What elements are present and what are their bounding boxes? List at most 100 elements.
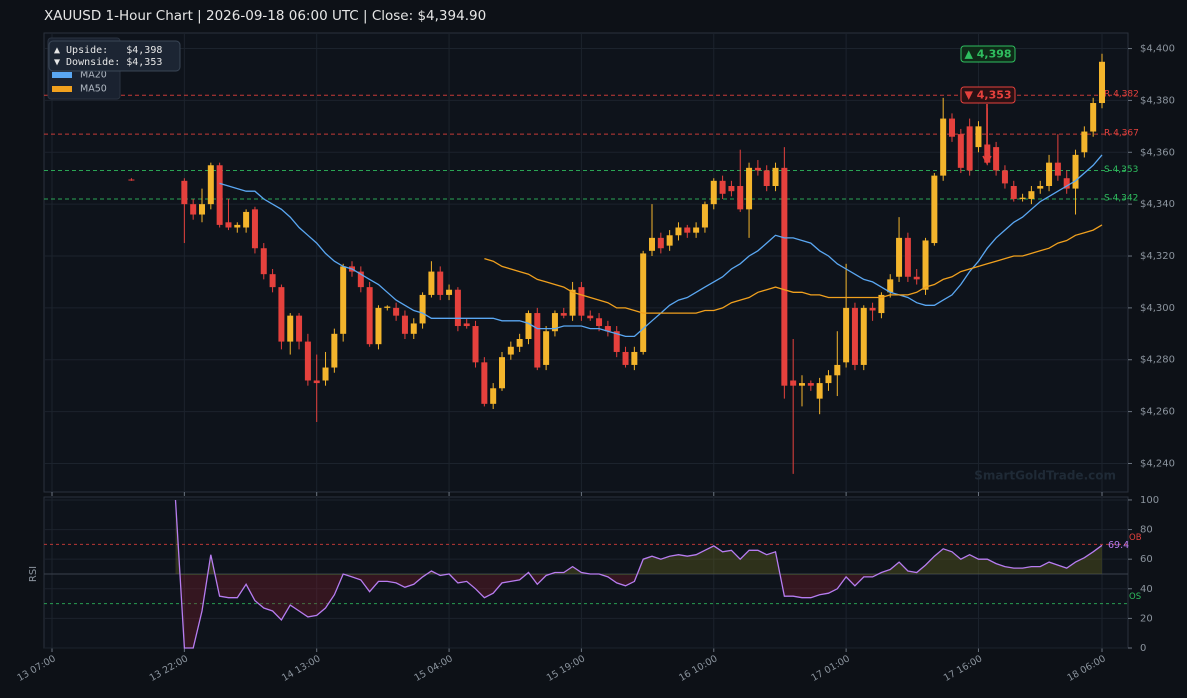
candle-body (922, 240, 929, 290)
candle-body (596, 318, 603, 327)
candle-body (437, 271, 444, 295)
candle-body (878, 294, 885, 314)
badge: ▲ 4,398 (960, 45, 1016, 63)
candle-body (251, 209, 258, 249)
y-tick-label: $4,340 (1140, 199, 1175, 210)
candle-body (216, 165, 223, 225)
legend-swatch (52, 72, 72, 78)
rsi-last-label: 69.4 (1108, 540, 1129, 551)
watermark: SmartGoldTrade.com (974, 469, 1116, 483)
level-label: R 4,382 (1104, 90, 1139, 100)
x-tick-label: 16 10:00 (677, 653, 719, 684)
legend-label: MA20 (80, 70, 107, 81)
y-tick-label: $4,300 (1140, 303, 1175, 314)
candle-body (287, 315, 294, 342)
candle-body (693, 227, 700, 233)
candle-body (675, 227, 682, 236)
candle-body (340, 266, 347, 334)
candle-body (1028, 191, 1035, 199)
candle-body (772, 167, 779, 186)
level-label: OB (1129, 533, 1142, 543)
candle-body (966, 126, 973, 171)
candle-body (234, 224, 241, 228)
candle-body (375, 307, 382, 345)
ma-line (484, 224, 1103, 314)
y-tick-label: 100 (1140, 495, 1159, 506)
y-tick-label: 60 (1140, 554, 1153, 565)
candle-body (1090, 103, 1097, 132)
rsi-fill-below (180, 575, 877, 648)
candle-body (322, 367, 329, 381)
chart-title: XAUUSD 1-Hour Chart | 2026-09-18 06:00 U… (44, 8, 486, 24)
candle-body (278, 287, 285, 342)
candle-body (331, 333, 338, 368)
candle-body (357, 271, 364, 288)
candle-body (799, 383, 805, 386)
candle-body (949, 118, 955, 137)
x-tick-label: 15 19:00 (545, 653, 587, 684)
candle-body (887, 279, 894, 293)
candle-body (181, 180, 188, 205)
x-tick-label: 18 06:00 (1065, 653, 1107, 684)
candle-body (1010, 186, 1017, 199)
candle-body (728, 186, 735, 192)
y-tick-label: $4,380 (1140, 95, 1175, 106)
level-label: R 4,367 (1104, 129, 1139, 139)
candle-body (613, 331, 620, 352)
y-tick-label: 80 (1140, 525, 1153, 536)
candle-body (393, 307, 400, 316)
candle-body (260, 248, 267, 275)
info-upside: ▲ Upside: $4,398 (54, 45, 162, 56)
y-tick-label: 40 (1140, 584, 1153, 595)
candle-body (207, 165, 214, 205)
candle-body (1019, 197, 1026, 199)
candle-body (401, 315, 408, 334)
candle-body (719, 180, 726, 194)
candle-body (1037, 186, 1044, 189)
candle-body (781, 167, 788, 386)
candle-body (1063, 178, 1070, 189)
candle-body (940, 118, 947, 176)
candle-body (296, 315, 303, 342)
badge-box (960, 86, 1016, 104)
candle-body (1001, 170, 1008, 184)
marks: 69.4 (128, 53, 1129, 649)
candle-body (543, 331, 550, 365)
candle-body (604, 326, 611, 332)
candle-body (975, 126, 982, 148)
candle-body (622, 351, 629, 365)
candle-body (446, 289, 453, 295)
candle-body (843, 307, 850, 363)
x-tick-label: 14 13:00 (280, 653, 322, 684)
candle-body (472, 326, 479, 363)
candle-body (993, 147, 1000, 171)
level-label: S 4,342 (1104, 193, 1138, 203)
candle-body (737, 186, 744, 210)
level-label: OS (1129, 592, 1141, 602)
candle-body (1072, 154, 1079, 189)
info-box: ▲ Upside: $4,398 ▼ Downside: $4,353 (48, 40, 181, 72)
candle-body (269, 274, 276, 288)
candle-body (913, 276, 920, 280)
y-tick-label: $4,400 (1140, 44, 1175, 55)
candle-body (710, 180, 717, 205)
candle-body (499, 357, 505, 389)
y-tick-label: $4,260 (1140, 407, 1175, 418)
x-tick-label: 13 22:00 (148, 653, 190, 684)
candle-body (551, 313, 558, 332)
candle-body (904, 237, 911, 277)
candle-body (490, 388, 497, 404)
candle-body (507, 346, 514, 355)
candle-body (957, 134, 964, 168)
badge-box (960, 45, 1016, 63)
candle-body (1099, 61, 1105, 104)
candle-body (578, 287, 585, 316)
y-tick-label: 0 (1140, 643, 1146, 654)
candle-body (931, 175, 938, 244)
candle-body (807, 383, 814, 386)
candle-body (304, 341, 311, 381)
y-tick-label: $4,280 (1140, 355, 1175, 366)
x-tick-label: 17 01:00 (810, 653, 852, 684)
candle-body (128, 179, 135, 181)
